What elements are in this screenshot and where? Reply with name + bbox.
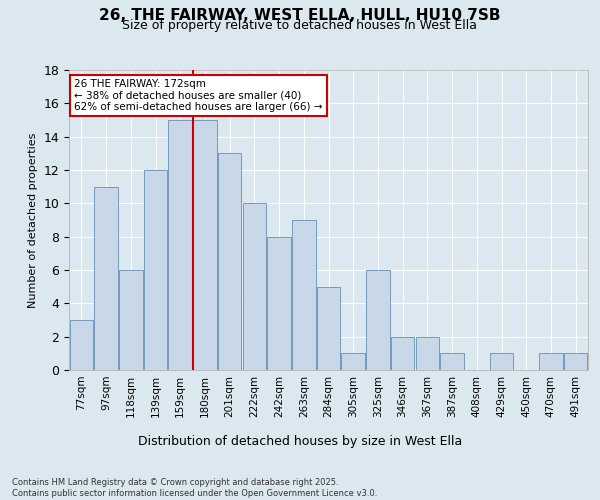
Bar xyxy=(490,354,513,370)
Bar xyxy=(292,220,316,370)
Bar xyxy=(242,204,266,370)
Bar xyxy=(268,236,291,370)
Bar xyxy=(70,320,93,370)
Bar xyxy=(169,120,192,370)
Bar xyxy=(119,270,143,370)
Bar xyxy=(144,170,167,370)
Bar xyxy=(317,286,340,370)
Bar xyxy=(193,120,217,370)
Y-axis label: Number of detached properties: Number of detached properties xyxy=(28,132,38,308)
Bar xyxy=(366,270,389,370)
Bar xyxy=(440,354,464,370)
Bar xyxy=(564,354,587,370)
Text: Distribution of detached houses by size in West Ella: Distribution of detached houses by size … xyxy=(138,435,462,448)
Bar xyxy=(218,154,241,370)
Text: 26, THE FAIRWAY, WEST ELLA, HULL, HU10 7SB: 26, THE FAIRWAY, WEST ELLA, HULL, HU10 7… xyxy=(99,8,501,22)
Bar xyxy=(416,336,439,370)
Bar xyxy=(341,354,365,370)
Text: Size of property relative to detached houses in West Ella: Size of property relative to detached ho… xyxy=(122,19,478,32)
Bar xyxy=(391,336,415,370)
Bar xyxy=(94,186,118,370)
Text: Contains HM Land Registry data © Crown copyright and database right 2025.
Contai: Contains HM Land Registry data © Crown c… xyxy=(12,478,377,498)
Text: 26 THE FAIRWAY: 172sqm
← 38% of detached houses are smaller (40)
62% of semi-det: 26 THE FAIRWAY: 172sqm ← 38% of detached… xyxy=(74,79,323,112)
Bar xyxy=(539,354,563,370)
